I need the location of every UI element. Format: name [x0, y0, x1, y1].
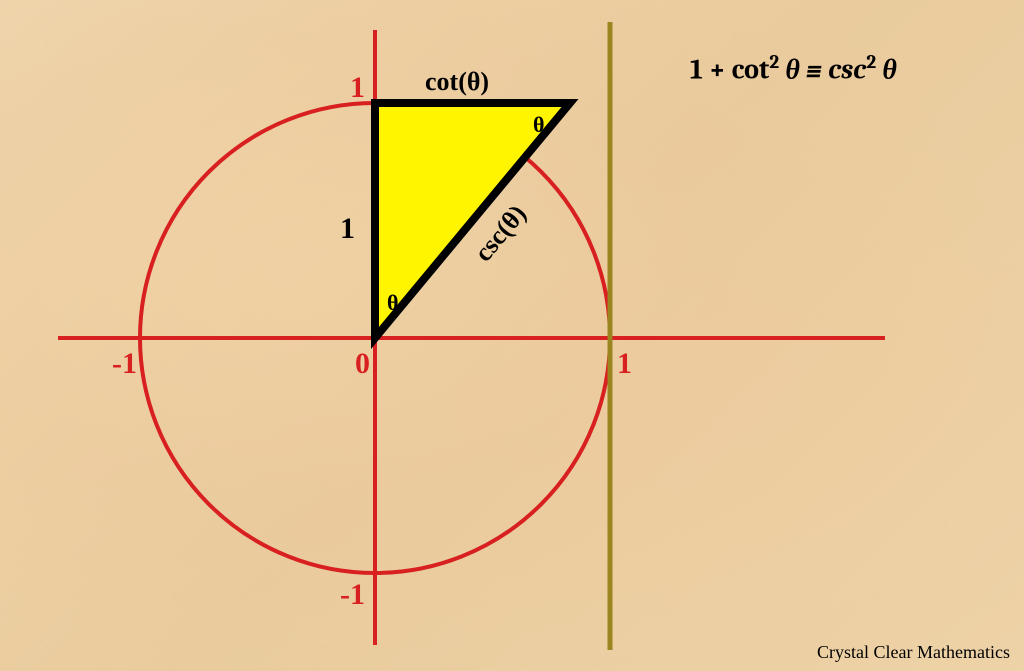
identity-equation: 1 + cot2 θ ≡ csc2 θ [690, 50, 897, 86]
label-neg-x: -1 [112, 347, 137, 381]
identity-sup-2: 2 [866, 50, 876, 73]
identity-part-3: θ [876, 53, 897, 85]
identity-part-1: 1 + cot [690, 53, 769, 85]
label-side-one: 1 [340, 212, 355, 246]
label-zero: 0 [355, 347, 370, 381]
label-neg-y: -1 [340, 578, 365, 612]
diagram-svg [0, 0, 1024, 671]
label-cot: cot(θ) [425, 67, 489, 97]
label-theta-origin: θ [387, 290, 398, 316]
label-pos-x: 1 [617, 347, 632, 381]
label-theta-apex: θ [533, 112, 544, 138]
identity-sup-1: 2 [769, 50, 779, 73]
triangle [375, 103, 570, 338]
attribution: Crystal Clear Mathematics [817, 642, 1010, 663]
label-pos-y: 1 [350, 71, 365, 105]
identity-part-2: θ ≡ csc [779, 53, 866, 85]
